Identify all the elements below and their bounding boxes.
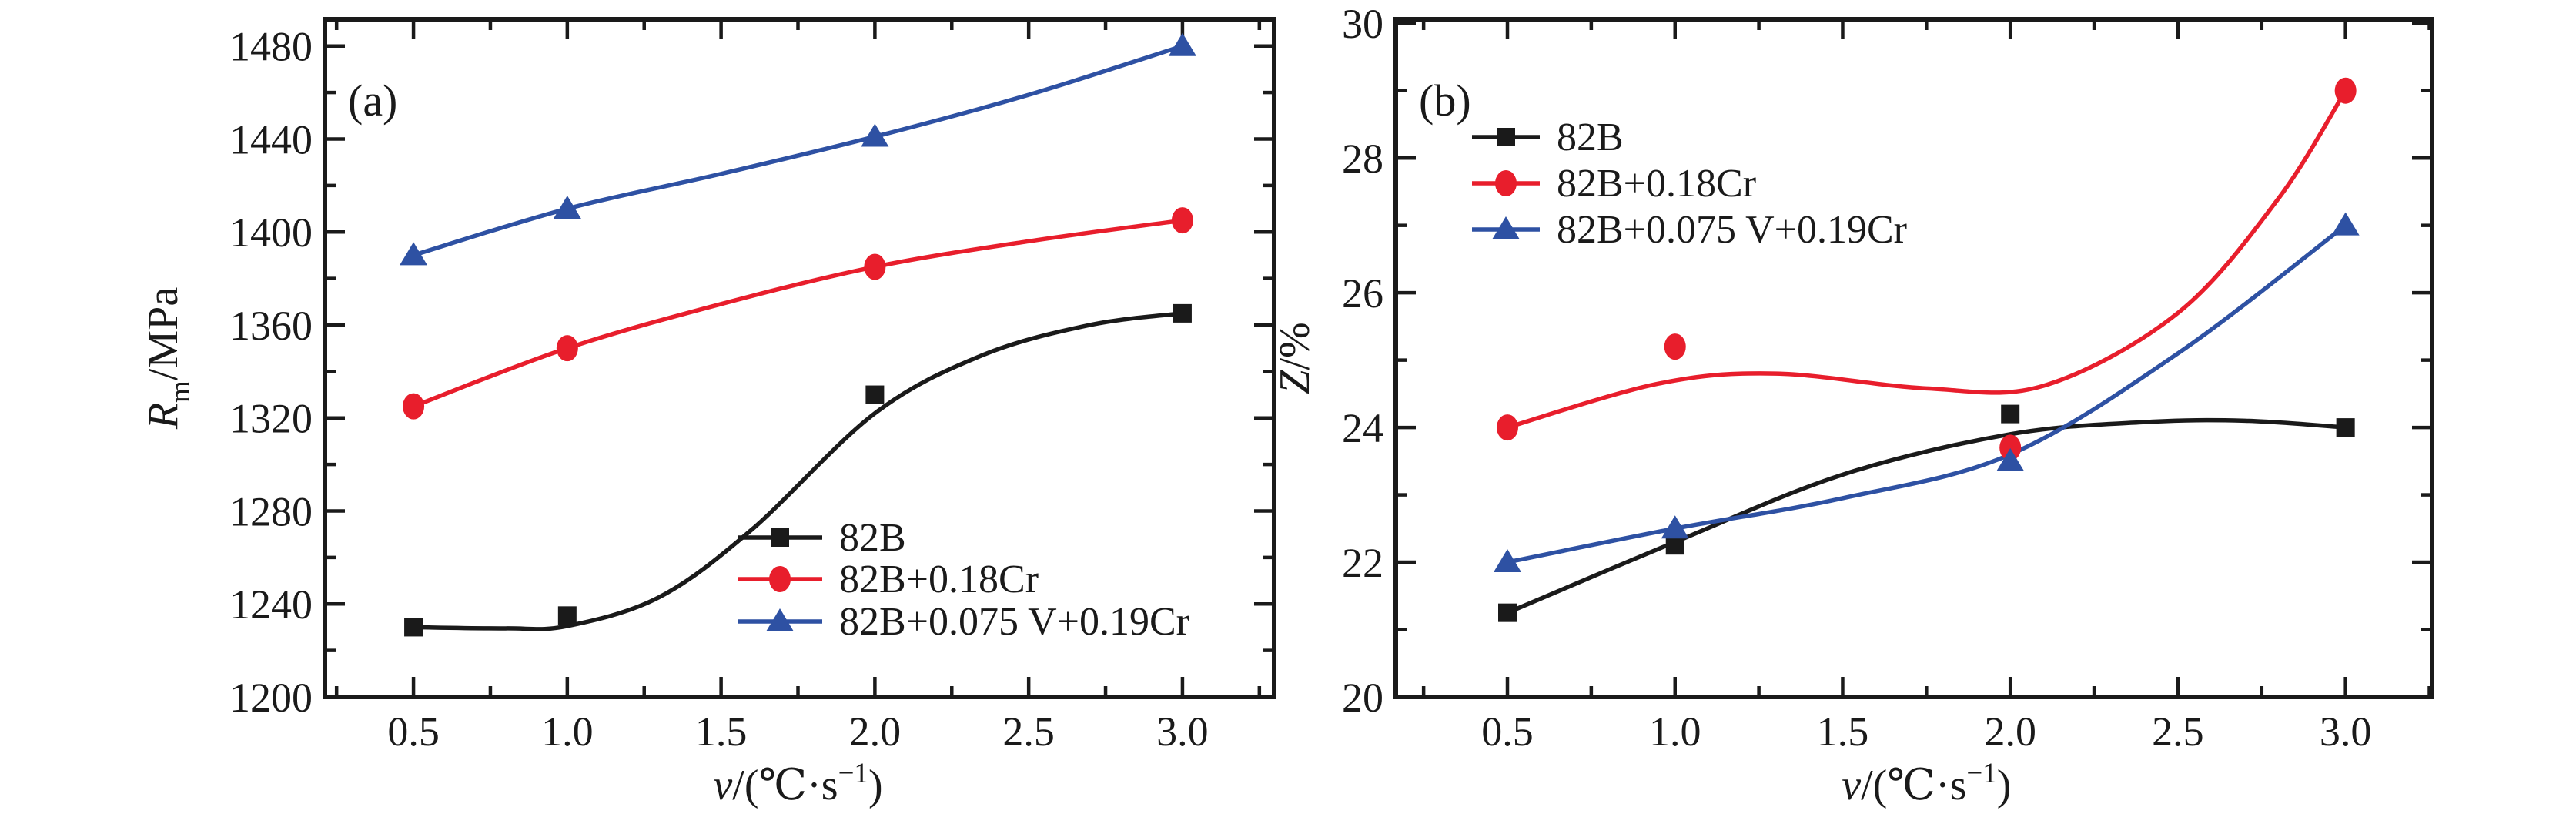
legend-label: 82B (1557, 116, 1624, 159)
x-axis-title-b: v/(℃·s−1) (1842, 758, 2011, 809)
data-point-a-square (404, 618, 423, 637)
y-tick-label-a: 1400 (229, 209, 313, 256)
y-tick-label-b: 28 (1342, 136, 1383, 182)
y-tick-label-b: 24 (1342, 405, 1383, 451)
y-tick-label-b: 30 (1342, 1, 1383, 47)
y-axis-title-b: Z/% (1271, 322, 1319, 394)
series-curve-b-triangle (1505, 223, 2348, 564)
data-point-b-square (1498, 603, 1517, 622)
data-point-a-circle (1171, 207, 1193, 234)
legend-item-b-circle: 82B+0.18Cr (1472, 162, 1756, 206)
data-point-b-square (2336, 418, 2355, 437)
data-point-b-square (2001, 404, 2020, 424)
axis-ticks-b (1396, 19, 2432, 699)
chart-panel-b: 0.5 1.0 1.5 2.0 2.5 3.0 20 22 24 26 28 30 v/(℃·s−1) Z… (1271, 1, 2434, 809)
data-point-b-circle (1999, 434, 2022, 461)
data-point-a-triangle (553, 196, 581, 219)
series-curve-a-square (411, 311, 1185, 631)
data-point-a-triangle (861, 123, 889, 147)
data-point-a-circle (864, 253, 886, 280)
y-tick-label-a: 1360 (229, 303, 313, 349)
x-tick-label-b: 1.5 (1817, 708, 1869, 755)
chart-panel-a: 0.5 1.0 1.5 2.0 2.5 3.0 1200 1240 1280 1320 1360 14… (139, 17, 1276, 809)
legend-label: 82B+0.18Cr (1557, 162, 1756, 206)
series-curve-a-circle (411, 218, 1185, 409)
plot-border-a (323, 17, 1276, 699)
x-tick-label-a: 2.0 (849, 708, 902, 755)
y-tick-label-a: 1280 (229, 488, 313, 534)
legend-marker (769, 566, 791, 592)
legend-marker (766, 608, 794, 631)
x-tick-label-a: 3.0 (1156, 708, 1209, 755)
legend-item-a-triangle: 82B+0.075 V+0.19Cr (738, 600, 1189, 644)
x-tick-label-a: 1.5 (695, 708, 748, 755)
y-tick-label-b: 22 (1342, 540, 1383, 586)
data-point-b-triangle (2331, 212, 2360, 236)
axis-ticks-a (325, 19, 1274, 699)
y-tick-label-a: 1320 (229, 396, 313, 442)
plot-border-b (1393, 17, 2434, 699)
x-tick-label-b: 1.0 (1649, 708, 1701, 755)
data-point-b-triangle (1661, 515, 1689, 539)
x-axis-title-a: v/(℃·s−1) (713, 758, 882, 809)
data-point-a-triangle (1168, 32, 1196, 56)
legend-label: 82B+0.18Cr (839, 558, 1039, 601)
series-curve-b-circle (1505, 88, 2348, 430)
data-point-b-circle (1664, 333, 1686, 360)
y-axis-title-a: Rm/MPa (139, 287, 196, 430)
x-tick-label-a: 0.5 (387, 708, 440, 755)
legend-marker (1495, 170, 1517, 196)
data-point-b-triangle (1996, 447, 2025, 471)
panel-label-a: (a) (348, 75, 397, 126)
legend-marker (1492, 216, 1520, 239)
legend-label: 82B (839, 516, 906, 560)
legend-item-a-circle: 82B+0.18Cr (738, 558, 1039, 601)
x-tick-label-b: 3.0 (2320, 708, 2372, 755)
y-tick-label-a: 1480 (229, 24, 313, 70)
data-point-b-triangle (1494, 549, 1522, 573)
legend-marker (771, 528, 789, 547)
data-point-b-square (1665, 536, 1684, 555)
x-tick-label-b: 2.0 (1984, 708, 2036, 755)
x-tick-label-a: 1.0 (541, 708, 594, 755)
legend-item-a-square: 82B (738, 516, 906, 560)
data-point-a-circle (556, 335, 578, 362)
x-tick-label-b: 0.5 (1481, 708, 1534, 755)
data-point-a-square (557, 606, 577, 625)
series-curve-a-triangle (411, 43, 1185, 258)
panel-label-b: (b) (1419, 75, 1471, 126)
series-curve-b-square (1505, 417, 2348, 615)
x-tick-label-a: 2.5 (1002, 708, 1055, 755)
legend-label: 82B+0.075 V+0.19Cr (839, 600, 1189, 644)
data-point-b-circle (1497, 414, 1519, 441)
data-point-a-circle (403, 393, 425, 420)
data-point-a-triangle (400, 242, 428, 266)
legend-item-b-triangle: 82B+0.075 V+0.19Cr (1472, 208, 1907, 252)
x-tick-label-b: 2.5 (2152, 708, 2204, 755)
data-point-b-circle (2334, 77, 2357, 104)
y-tick-label-a: 1200 (229, 675, 313, 721)
legend-marker (1497, 128, 1515, 146)
y-tick-label-b: 26 (1342, 270, 1383, 317)
data-point-a-square (865, 385, 885, 404)
legend-item-b-square: 82B (1472, 116, 1624, 159)
y-tick-label-a: 1240 (229, 581, 313, 628)
y-tick-label-a: 1440 (229, 116, 313, 162)
legend-label: 82B+0.075 V+0.19Cr (1557, 208, 1907, 252)
y-tick-label-b: 20 (1342, 675, 1383, 721)
data-point-a-square (1173, 303, 1192, 323)
